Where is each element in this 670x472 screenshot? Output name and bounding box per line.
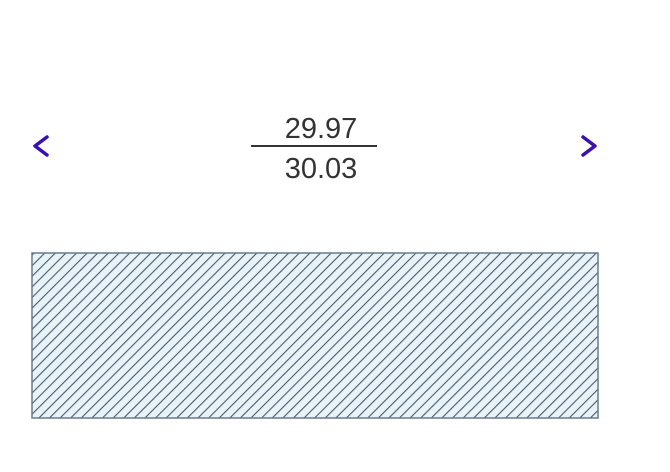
arrow-right	[390, 135, 597, 157]
lower-tolerance-value: 30.03	[285, 153, 358, 185]
arrow-left	[33, 135, 223, 157]
hatched-part	[31, 252, 599, 419]
upper-tolerance-value: 29.97	[285, 113, 358, 145]
